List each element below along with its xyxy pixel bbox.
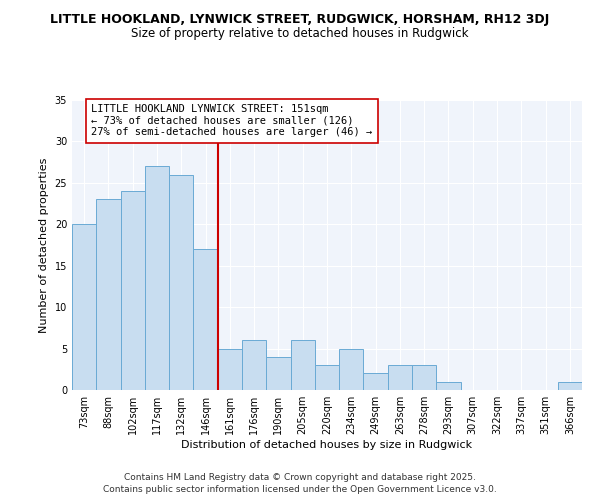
Text: Contains public sector information licensed under the Open Government Licence v3: Contains public sector information licen…: [103, 485, 497, 494]
Bar: [339, 348, 364, 390]
Text: Contains HM Land Registry data © Crown copyright and database right 2025.: Contains HM Land Registry data © Crown c…: [124, 472, 476, 482]
Bar: [436, 382, 461, 390]
Bar: [96, 200, 121, 390]
Bar: [558, 382, 582, 390]
Bar: [218, 348, 242, 390]
Bar: [169, 174, 193, 390]
Bar: [315, 365, 339, 390]
Bar: [388, 365, 412, 390]
Bar: [121, 191, 145, 390]
Bar: [412, 365, 436, 390]
X-axis label: Distribution of detached houses by size in Rudgwick: Distribution of detached houses by size …: [181, 440, 473, 450]
Bar: [72, 224, 96, 390]
Text: LITTLE HOOKLAND LYNWICK STREET: 151sqm
← 73% of detached houses are smaller (126: LITTLE HOOKLAND LYNWICK STREET: 151sqm ←…: [91, 104, 373, 138]
Text: LITTLE HOOKLAND, LYNWICK STREET, RUDGWICK, HORSHAM, RH12 3DJ: LITTLE HOOKLAND, LYNWICK STREET, RUDGWIC…: [50, 12, 550, 26]
Bar: [290, 340, 315, 390]
Bar: [242, 340, 266, 390]
Y-axis label: Number of detached properties: Number of detached properties: [39, 158, 49, 332]
Bar: [266, 357, 290, 390]
Bar: [364, 374, 388, 390]
Bar: [193, 249, 218, 390]
Text: Size of property relative to detached houses in Rudgwick: Size of property relative to detached ho…: [131, 28, 469, 40]
Bar: [145, 166, 169, 390]
